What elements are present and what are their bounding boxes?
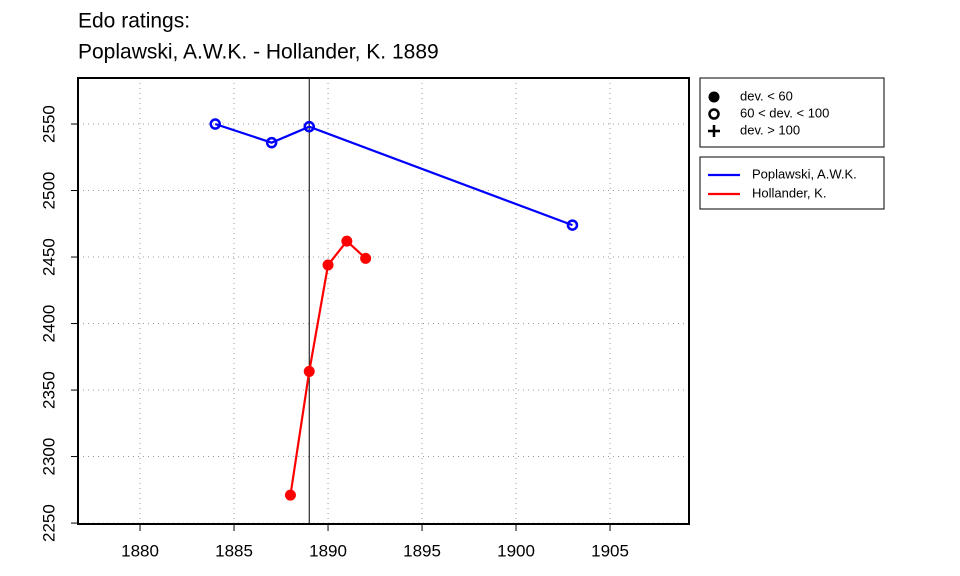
marker	[265, 136, 278, 149]
marker	[708, 91, 720, 103]
y-tick-label: 2500	[39, 172, 58, 210]
marker	[566, 219, 579, 231]
marker	[341, 235, 353, 247]
x-tick-label: 1885	[215, 541, 253, 560]
legend-label: dev. > 100	[740, 122, 800, 137]
marker	[284, 489, 296, 501]
y-tick-label: 2350	[39, 371, 58, 409]
x-tick-label: 1900	[497, 541, 535, 560]
x-tick-label: 1890	[309, 541, 347, 560]
x-tick-label: 1905	[591, 541, 629, 560]
marker	[708, 108, 720, 120]
marker	[209, 118, 221, 130]
legend-label: 60 < dev. < 100	[740, 105, 829, 120]
legend-label: dev. < 60	[740, 88, 793, 103]
chart-title: Poplawski, A.W.K. - Hollander, K. 1889	[78, 41, 439, 64]
line	[214, 122, 573, 227]
chart-title: Edo ratings:	[78, 10, 190, 33]
y-tick-label: 2400	[39, 305, 58, 343]
legend-label: Poplawski, A.W.K.	[752, 166, 857, 181]
y-tick-label: 2550	[39, 105, 58, 143]
y-tick-label: 2300	[39, 438, 58, 476]
legend-label: Hollander, K.	[752, 185, 826, 200]
x-tick-label: 1895	[403, 541, 441, 560]
legend-box	[699, 77, 885, 148]
legend-box	[699, 156, 885, 210]
y-tick-label: 2450	[39, 238, 58, 276]
y-tick-label: 2250	[39, 504, 58, 542]
x-tick-label: 1880	[121, 541, 159, 560]
marker	[303, 120, 315, 133]
marker	[360, 252, 372, 264]
plot-frame	[77, 77, 690, 525]
marker	[303, 365, 315, 377]
marker	[322, 259, 334, 271]
marker	[708, 125, 720, 137]
